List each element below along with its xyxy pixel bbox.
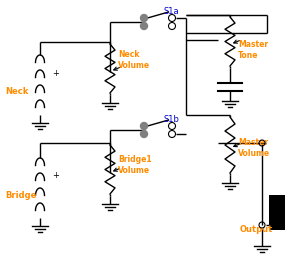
- Text: Master
Volume: Master Volume: [238, 138, 270, 158]
- Text: Bridge1
Volume: Bridge1 Volume: [118, 155, 151, 175]
- Circle shape: [141, 23, 147, 30]
- Text: Output: Output: [240, 225, 273, 234]
- Text: Master
Tone: Master Tone: [238, 40, 268, 60]
- Bar: [269, 195, 285, 230]
- Circle shape: [141, 14, 147, 22]
- Text: +: +: [52, 69, 59, 78]
- Circle shape: [141, 131, 147, 137]
- Text: Neck
Volume: Neck Volume: [118, 50, 150, 70]
- Text: S1b: S1b: [163, 115, 179, 124]
- Text: Neck: Neck: [5, 87, 29, 96]
- Text: Bridge: Bridge: [5, 190, 36, 199]
- Text: S1a: S1a: [163, 7, 179, 16]
- Text: +: +: [52, 171, 59, 180]
- Circle shape: [141, 123, 147, 130]
